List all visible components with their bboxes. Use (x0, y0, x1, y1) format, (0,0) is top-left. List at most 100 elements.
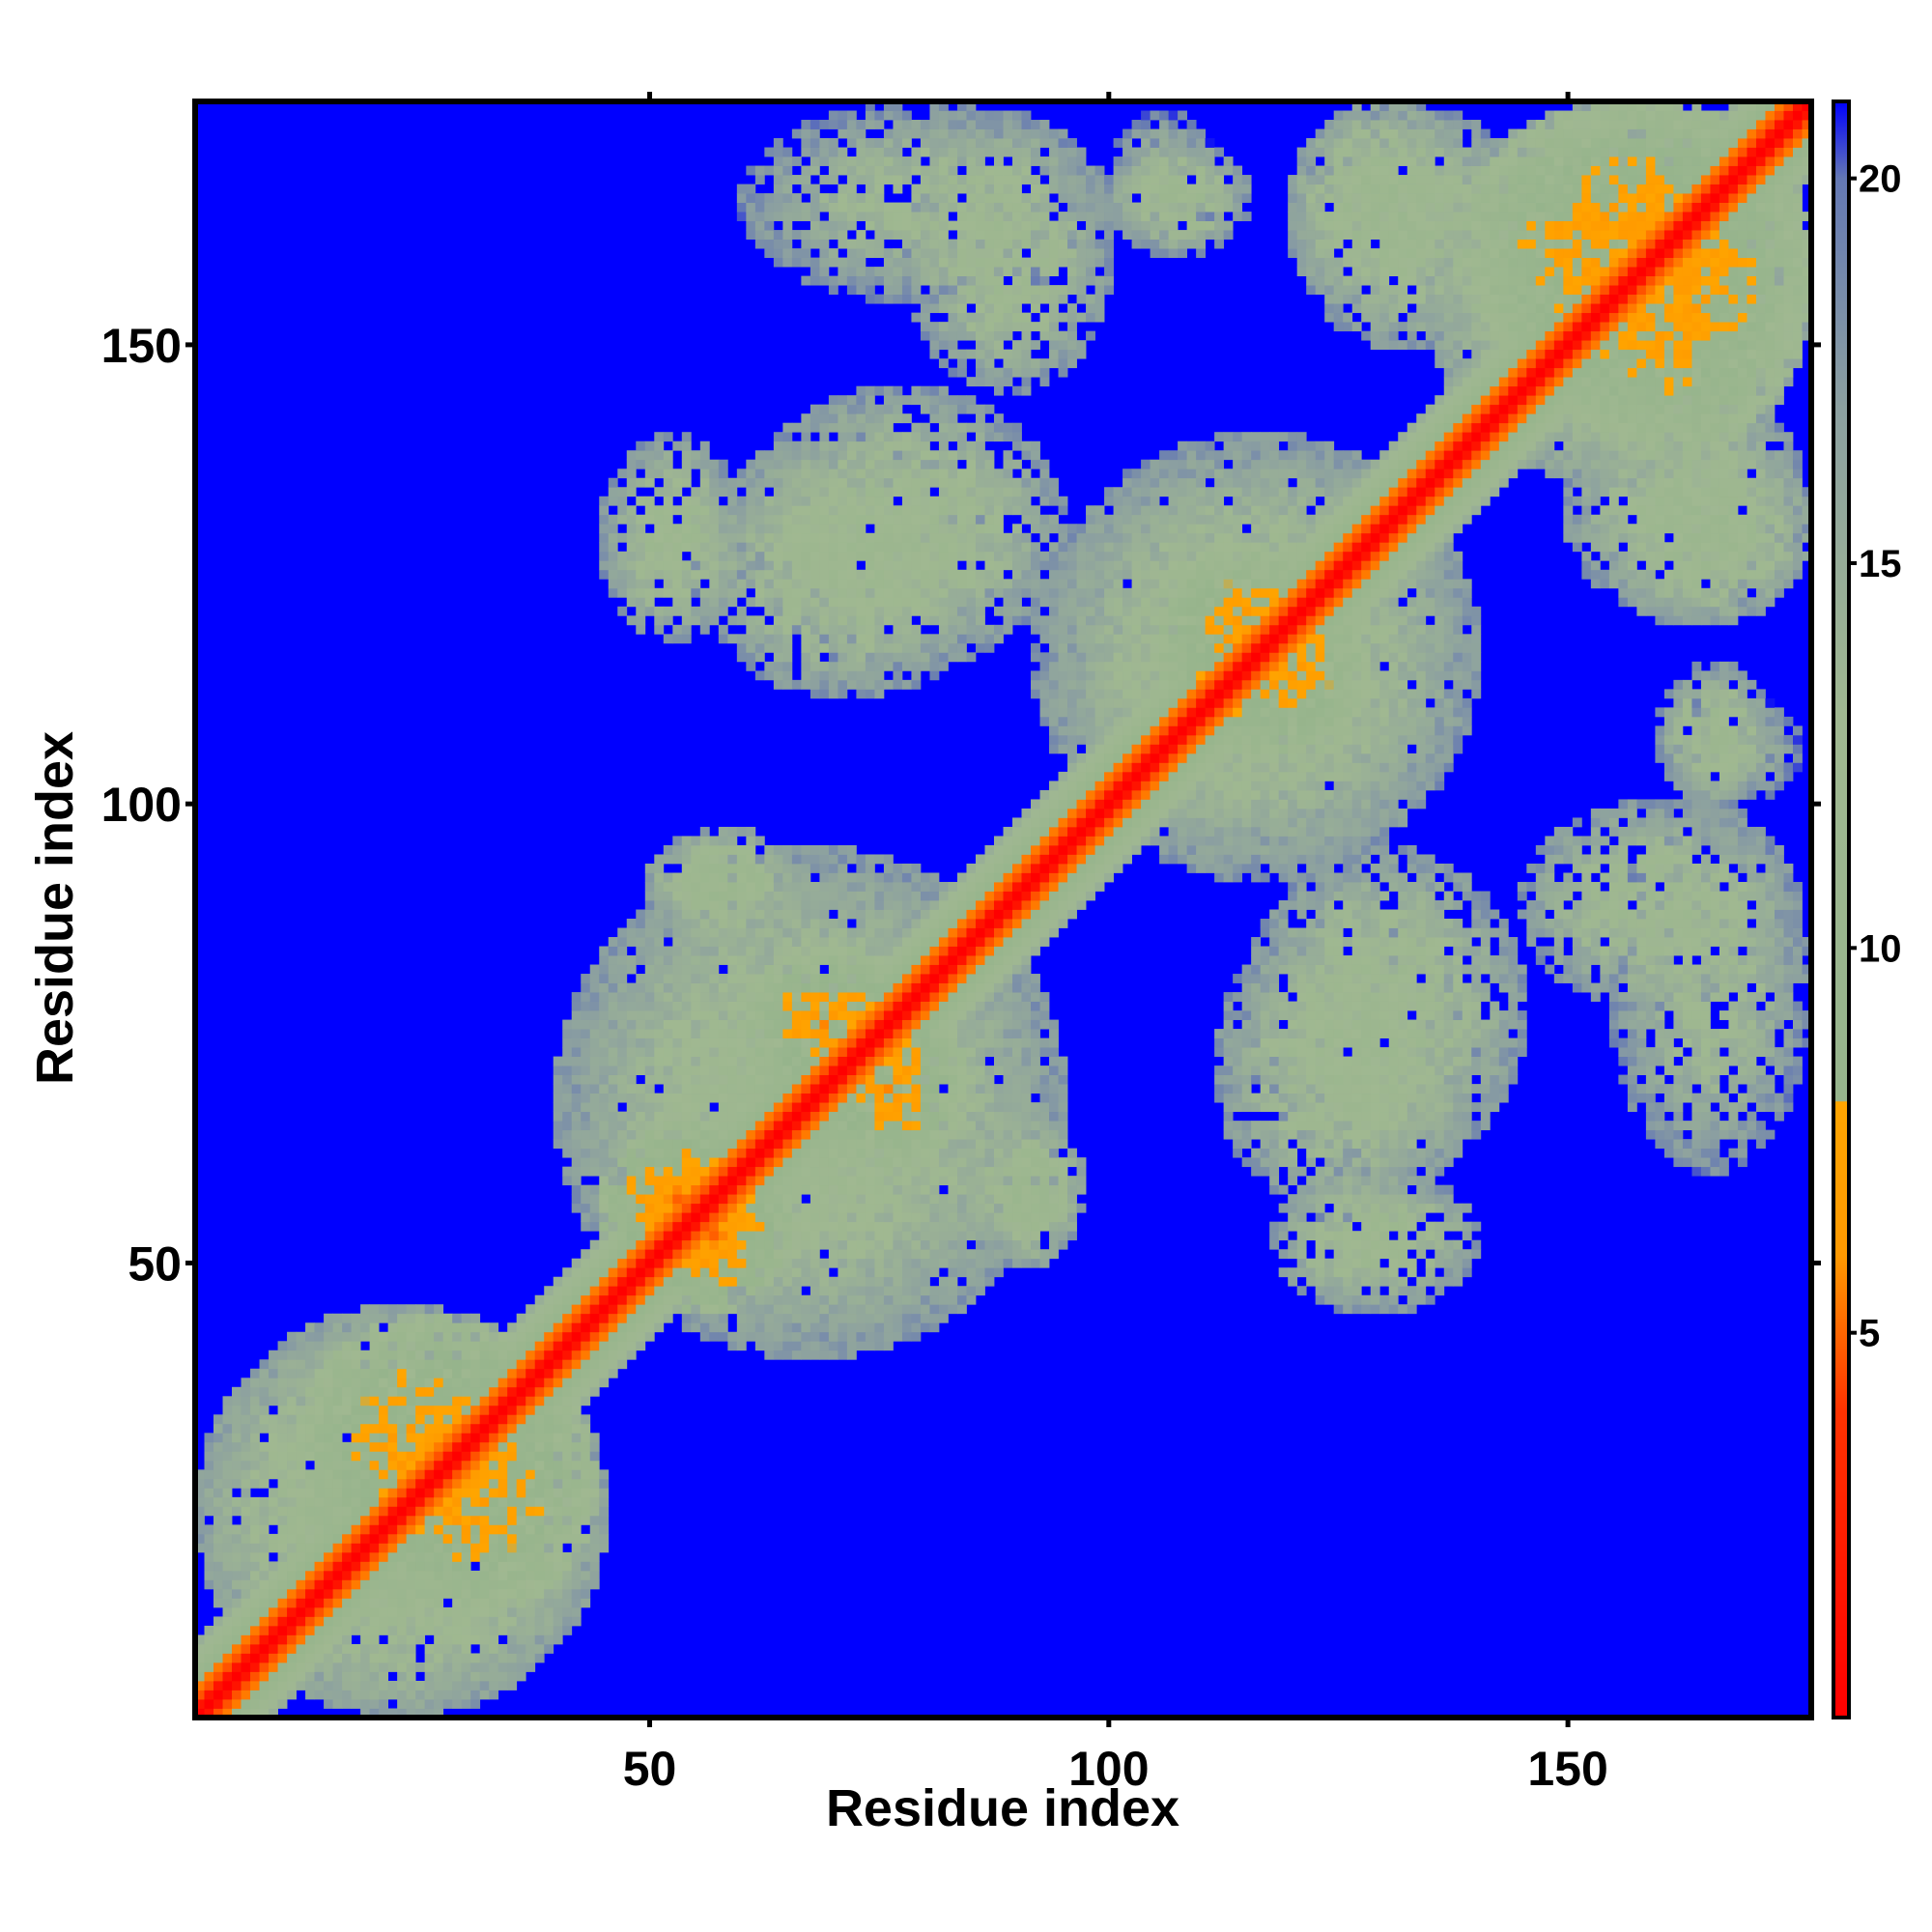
heatmap-cell (415, 1561, 426, 1572)
heatmap-cell (608, 487, 618, 497)
heatmap-cell (819, 147, 830, 157)
heatmap-cell (736, 863, 747, 873)
heatmap-cell (222, 1561, 233, 1572)
heatmap-cell (387, 1506, 398, 1517)
heatmap-cell (470, 1496, 481, 1507)
heatmap-cell (324, 1331, 333, 1342)
heatmap-cell (589, 1194, 600, 1205)
heatmap-cell (828, 165, 838, 176)
heatmap-cell (305, 1441, 315, 1452)
heatmap-cell (911, 1221, 922, 1232)
heatmap-cell (736, 1341, 747, 1351)
heatmap-cell (709, 569, 720, 580)
heatmap-cell (636, 1331, 646, 1342)
heatmap-cell (764, 927, 775, 938)
heatmap-cell (250, 1496, 260, 1507)
heatmap-cell (883, 1286, 894, 1296)
heatmap-cell (901, 597, 912, 608)
heatmap-cell (277, 1551, 288, 1562)
heatmap-cell (911, 469, 922, 479)
heatmap-cell (654, 542, 665, 553)
heatmap-cell (314, 1423, 325, 1434)
heatmap-cell (287, 1662, 297, 1672)
heatmap-cell (727, 1093, 738, 1103)
heatmap-cell (893, 642, 903, 653)
heatmap-cell (838, 120, 848, 129)
heatmap-cell (874, 1166, 885, 1177)
heatmap-cell (332, 1524, 343, 1535)
heatmap-cell (736, 1121, 747, 1131)
heatmap-cell (865, 1176, 875, 1186)
heatmap-cell (838, 1176, 848, 1186)
heatmap-cell (672, 1047, 683, 1057)
heatmap-cell (644, 1148, 655, 1158)
heatmap-cell (351, 1561, 361, 1572)
heatmap-cell (663, 1258, 673, 1268)
heatmap-cell (764, 1231, 775, 1241)
heatmap-cell (856, 937, 867, 947)
heatmap-cell (213, 1543, 223, 1553)
heatmap-cell (893, 248, 903, 258)
heatmap-cell (828, 1056, 838, 1066)
heatmap-cell (773, 624, 783, 635)
heatmap-cell (718, 992, 728, 1002)
heatmap-cell (893, 285, 903, 296)
heatmap-cell (754, 1019, 765, 1030)
heatmap-cell (397, 1543, 408, 1553)
heatmap-cell (241, 1634, 251, 1645)
heatmap-cell (856, 624, 867, 635)
heatmap-cell (911, 432, 922, 442)
heatmap-cell (754, 1258, 765, 1268)
heatmap-cell (874, 110, 885, 121)
heatmap-cell (727, 1276, 738, 1287)
heatmap-cell (893, 1093, 903, 1103)
heatmap-cell (397, 1653, 408, 1663)
heatmap-cell (893, 1249, 903, 1260)
heatmap-cell (397, 1350, 408, 1360)
heatmap-cell (810, 992, 820, 1002)
heatmap-cell (810, 128, 820, 139)
heatmap-cell (865, 670, 875, 681)
heatmap-cell (883, 642, 894, 653)
heatmap-cell (213, 1634, 223, 1645)
heatmap-cell (911, 450, 922, 461)
heatmap-cell (250, 1451, 260, 1462)
heatmap-cell (581, 1065, 591, 1076)
heatmap-cell (746, 1019, 756, 1030)
heatmap-cell (369, 1478, 380, 1489)
heatmap-cell (470, 1359, 481, 1370)
heatmap-cell (526, 1506, 536, 1517)
heatmap-cell (929, 927, 940, 938)
heatmap-cell (929, 1294, 940, 1305)
heatmap-cell (856, 285, 867, 296)
heatmap-cell (782, 212, 793, 221)
heatmap-cell (461, 1322, 471, 1333)
heatmap-cell (250, 1543, 260, 1553)
heatmap-cell (553, 1441, 563, 1452)
heatmap-cell (489, 1690, 499, 1700)
heatmap-cell (672, 587, 683, 598)
heatmap-cell (727, 1129, 738, 1140)
heatmap-cell (259, 1570, 270, 1580)
heatmap-cell (856, 450, 867, 461)
heatmap-cell (250, 1662, 260, 1672)
heatmap-cell (911, 1249, 922, 1260)
heatmap-cell (782, 1139, 793, 1150)
heatmap-cell (296, 1451, 306, 1462)
heatmap-cell (379, 1616, 389, 1627)
heatmap-cell (452, 1441, 463, 1452)
heatmap-cell (562, 1019, 573, 1030)
heatmap-cell (617, 1029, 628, 1038)
heatmap-cell (782, 881, 793, 892)
heatmap-cell (819, 982, 830, 993)
heatmap-cell (929, 1203, 940, 1213)
heatmap-cell (516, 1533, 526, 1544)
heatmap-cell (232, 1662, 242, 1672)
heatmap-cell (828, 202, 838, 213)
heatmap-cell (452, 1671, 463, 1682)
heatmap-cell (599, 1166, 610, 1177)
heatmap-cell (305, 1378, 315, 1388)
heatmap-cell (691, 1001, 701, 1011)
heatmap-cell (901, 1267, 912, 1278)
heatmap-cell (654, 1304, 665, 1315)
